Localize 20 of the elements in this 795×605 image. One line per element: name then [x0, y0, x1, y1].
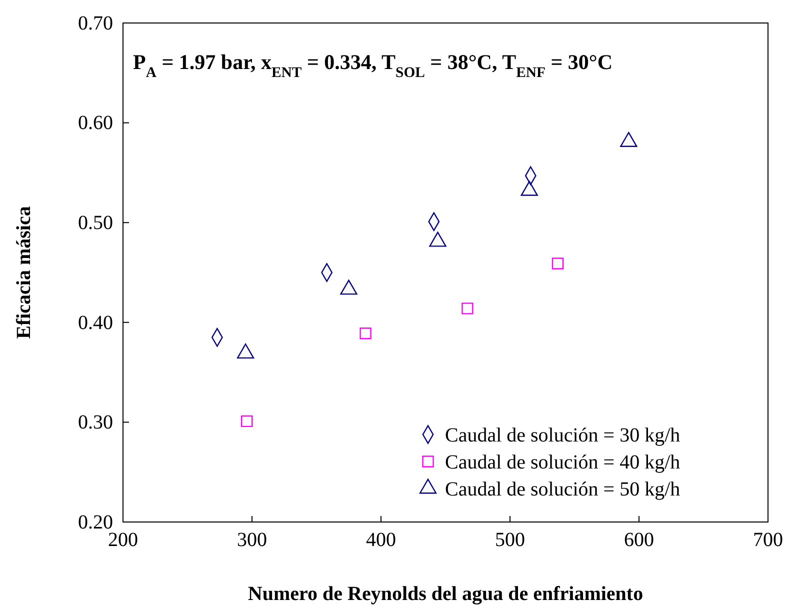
legend-label: Caudal de solución = 50 kg/h — [445, 478, 680, 500]
y-tick-label: 0.70 — [78, 12, 113, 34]
y-tick-label: 0.60 — [78, 112, 113, 134]
x-axis-title: Numero de Reynolds del agua de enfriamiento — [248, 583, 644, 605]
point — [552, 258, 564, 270]
point — [360, 328, 372, 340]
legend-label: Caudal de solución = 30 kg/h — [445, 424, 680, 446]
x-tick-label: 400 — [366, 529, 396, 552]
y-tick-label: 0.50 — [78, 212, 113, 234]
x-tick-label: 300 — [237, 529, 267, 552]
y-tick-label: 0.30 — [78, 412, 113, 434]
x-tick-label: 600 — [624, 529, 654, 552]
point — [240, 415, 253, 428]
y-axis-title: Eficacia másica — [13, 206, 35, 339]
x-tick-label: 500 — [495, 529, 525, 552]
y-tick-label: 0.40 — [78, 312, 113, 334]
x-tick-label: 700 — [753, 529, 783, 552]
legend-label: Caudal de solución = 40 kg/h — [445, 452, 680, 474]
chart-title: P$_{A}$ = 1.97 bar, x$_{ENT}$ = 0.334, T$_{SOL}$ = 38°C, T$_{ENF}$ = 30°C — [133, 50, 612, 81]
point — [462, 302, 474, 314]
